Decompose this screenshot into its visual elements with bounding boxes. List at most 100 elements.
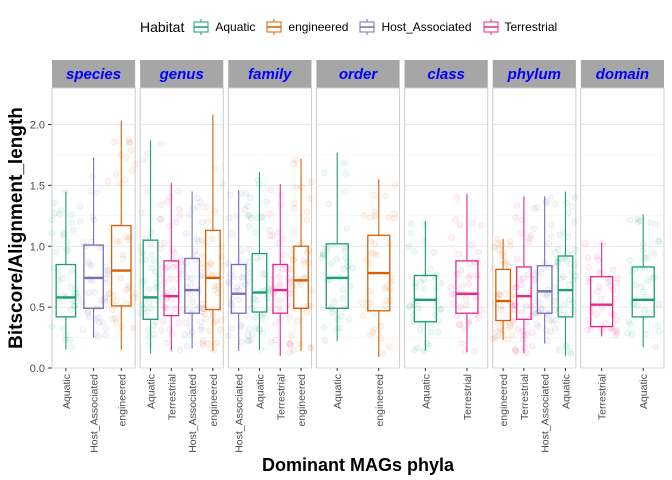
data-point: [272, 320, 279, 328]
data-point: [290, 347, 298, 354]
data-point: [645, 309, 653, 316]
x-tick-label: Terrestrial: [519, 374, 531, 420]
data-point: [469, 219, 476, 227]
x-tick-label: Aquatic: [638, 374, 650, 409]
data-point: [205, 340, 212, 348]
data-point: [501, 290, 509, 297]
data-point: [506, 322, 514, 330]
data-point: [640, 307, 648, 314]
x-tick-label: Terrestrial: [166, 374, 178, 420]
data-point: [527, 232, 535, 239]
data-point: [108, 306, 116, 314]
data-point: [286, 341, 294, 349]
box-Aquatic: Aquatic: [137, 140, 164, 409]
data-point: [199, 342, 207, 349]
data-point: [497, 306, 505, 314]
data-point: [127, 146, 135, 154]
data-point: [411, 248, 418, 255]
data-point: [233, 284, 241, 291]
data-point: [500, 249, 508, 257]
data-point: [565, 296, 573, 304]
data-point: [218, 316, 225, 324]
data-point: [140, 305, 148, 312]
data-point: [79, 239, 87, 246]
data-point: [523, 349, 530, 357]
data-point: [205, 270, 212, 277]
data-point: [199, 259, 206, 267]
data-point: [296, 340, 304, 348]
box-engineered: engineered: [198, 114, 227, 427]
box-Host_Associated: Host_Associated: [224, 189, 253, 453]
data-point: [599, 327, 606, 335]
data-point: [235, 296, 243, 304]
data-point: [50, 264, 58, 272]
data-point: [513, 202, 521, 209]
data-point: [371, 240, 379, 248]
data-point: [377, 334, 385, 342]
data-point: [145, 341, 153, 348]
data-point: [414, 344, 421, 352]
panel-frame: [315, 87, 401, 369]
data-point: [642, 330, 649, 338]
panel-strip: [316, 60, 400, 88]
data-point: [111, 314, 119, 322]
y-tick-label: 0.5: [30, 302, 45, 314]
legend-key-aquatic-icon: [193, 19, 209, 35]
data-point: [289, 283, 297, 290]
data-point: [371, 212, 379, 220]
data-point: [457, 303, 464, 311]
data-point: [172, 218, 180, 226]
data-point: [360, 312, 367, 319]
data-point: [198, 324, 206, 331]
data-point: [117, 179, 124, 187]
data-point: [174, 187, 182, 195]
data-point: [570, 308, 577, 315]
data-point: [614, 275, 622, 282]
data-point: [626, 257, 634, 264]
data-point: [406, 302, 414, 309]
data-point: [86, 313, 93, 321]
data-point: [526, 234, 533, 242]
panel-phylum: phylum engineered Terrestrial Host_Associat…: [489, 60, 580, 453]
data-point: [68, 343, 75, 351]
data-point: [255, 325, 262, 333]
data-point: [391, 214, 398, 222]
data-point: [349, 264, 356, 272]
data-point: [343, 170, 350, 177]
box-Aquatic: Aquatic: [48, 188, 84, 409]
legend-label-host-associated: Host_Associated: [381, 20, 472, 34]
data-point: [308, 344, 315, 351]
data-point: [148, 250, 156, 258]
data-point: [277, 265, 285, 273]
data-point: [122, 233, 129, 240]
data-point: [612, 279, 620, 287]
panel-title: domain: [596, 66, 649, 83]
data-point: [457, 267, 465, 274]
data-point: [147, 240, 155, 247]
data-point: [517, 276, 524, 283]
data-point: [56, 211, 63, 218]
data-point: [478, 307, 486, 315]
data-point: [257, 346, 264, 353]
data-point: [189, 298, 197, 306]
data-point: [373, 251, 380, 259]
data-point: [627, 320, 634, 328]
box-body: [631, 266, 655, 318]
data-point: [303, 208, 311, 216]
data-point: [144, 308, 151, 316]
data-point: [453, 270, 461, 278]
data-point: [552, 200, 559, 208]
data-point: [610, 266, 617, 274]
data-point: [538, 305, 546, 313]
data-point: [593, 311, 600, 318]
box-body: [204, 229, 221, 311]
data-point: [471, 348, 478, 355]
data-point: [490, 243, 498, 251]
data-point: [200, 305, 207, 312]
data-point: [593, 253, 601, 261]
legend: Habitat Aquatic engineered Host_Associat…: [140, 15, 567, 39]
data-point: [551, 248, 559, 256]
data-point: [201, 310, 208, 318]
data-point: [437, 305, 444, 313]
